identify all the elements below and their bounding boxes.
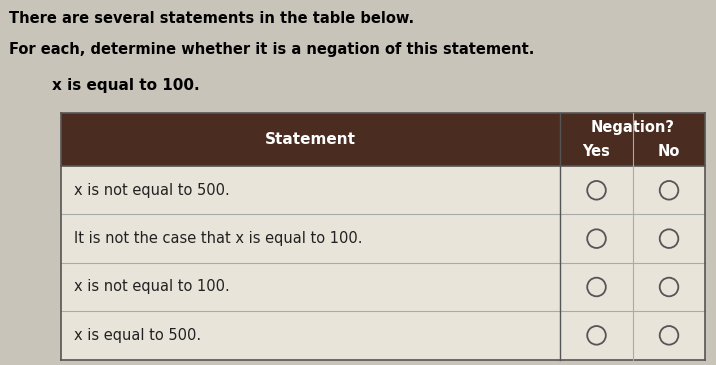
Text: There are several statements in the table below.: There are several statements in the tabl… <box>9 11 414 26</box>
Text: Negation?: Negation? <box>591 120 674 135</box>
Text: x is equal to 500.: x is equal to 500. <box>74 328 201 343</box>
Text: x is equal to 100.: x is equal to 100. <box>52 78 199 93</box>
Text: No: No <box>658 144 680 159</box>
Text: Statement: Statement <box>265 132 356 147</box>
Text: x is not equal to 100.: x is not equal to 100. <box>74 280 230 295</box>
Text: For each, determine whether it is a negation of this statement.: For each, determine whether it is a nega… <box>9 42 534 57</box>
Text: It is not the case that x is equal to 100.: It is not the case that x is equal to 10… <box>74 231 362 246</box>
Text: x is not equal to 500.: x is not equal to 500. <box>74 183 230 198</box>
Text: Yes: Yes <box>583 144 611 159</box>
